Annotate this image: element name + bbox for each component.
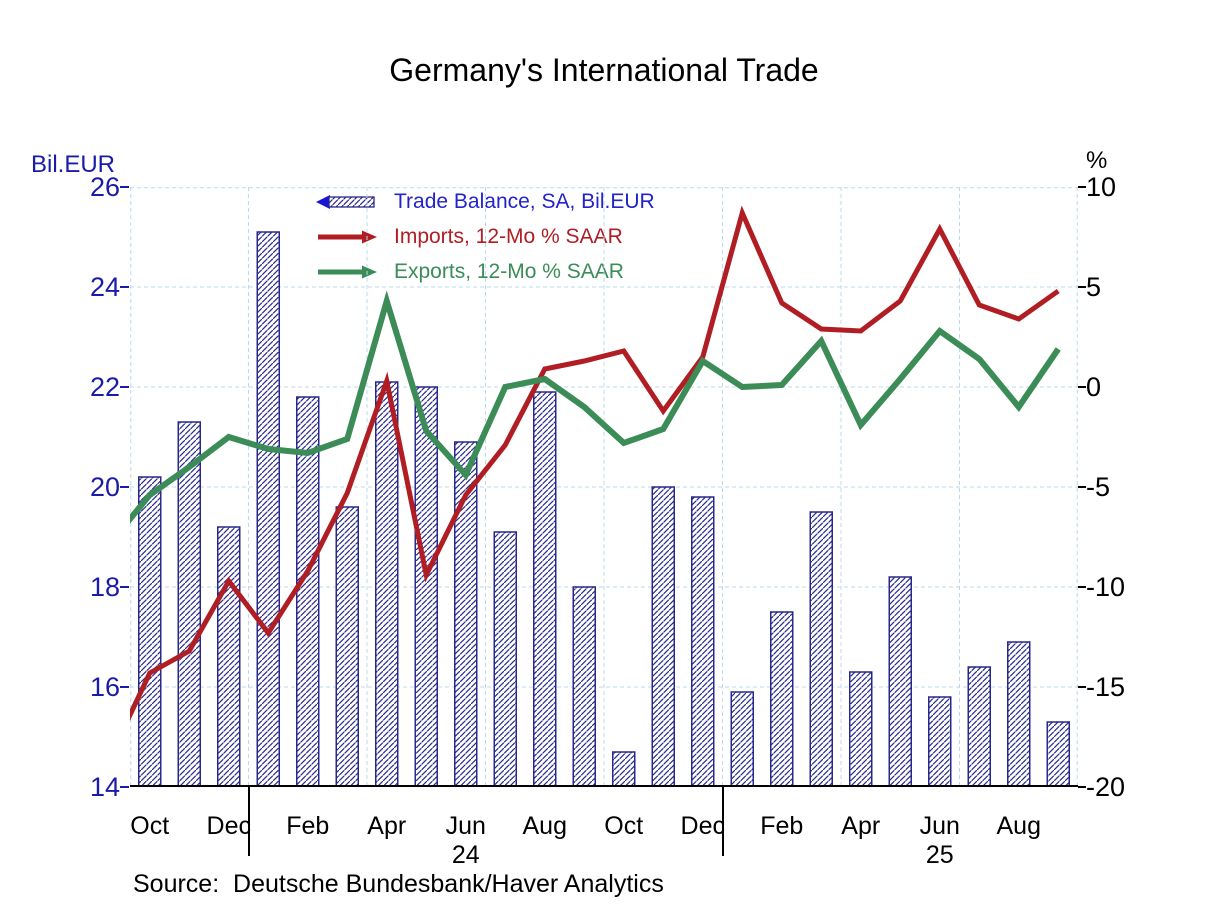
trade-balance-bar xyxy=(691,496,715,787)
right-axis-tick-label: -10 xyxy=(1086,572,1126,602)
right-axis-line-series xyxy=(130,290,1061,524)
left-axis-tick-mark xyxy=(120,486,129,488)
left-axis-tick-mark xyxy=(120,386,129,388)
right-axis-tick-label: 0 xyxy=(1086,372,1102,402)
right-axis-tick-label: -15 xyxy=(1086,672,1126,702)
year-separator-tick xyxy=(721,786,724,856)
trade-balance-bar xyxy=(256,231,280,787)
right-axis-tick-label: -5 xyxy=(1086,472,1111,502)
legend-item-trade-balance: Trade Balance, SA, Bil.EUR xyxy=(316,184,655,219)
right-axis-tick-mark xyxy=(1078,786,1086,788)
source-note: Source: Deutsche Bundesbank/Haver Analyt… xyxy=(133,870,664,898)
trade-balance-bar xyxy=(809,511,833,787)
x-axis-tick-label: Apr xyxy=(841,812,881,840)
left-axis-tick-label: 14 xyxy=(89,772,120,802)
right-axis-tick-mark xyxy=(1078,386,1086,388)
right-axis-tick-label: -20 xyxy=(1086,772,1126,802)
right-axis-tick-mark xyxy=(1078,686,1086,688)
legend-label-exports: Exports, 12-Mo % SAAR xyxy=(394,259,624,283)
left-axis-title: Bil.EUR xyxy=(31,151,116,178)
trade-balance-bar xyxy=(572,586,596,787)
left-axis-tick-label: 22 xyxy=(89,372,120,402)
x-axis-tick-label: Feb xyxy=(760,812,804,840)
trade-balance-bar xyxy=(888,576,912,787)
left-axis-tick-mark xyxy=(120,286,129,288)
right-axis-tick-mark xyxy=(1078,286,1086,288)
left-axis-tick-mark xyxy=(120,686,129,688)
legend-label-trade-balance: Trade Balance, SA, Bil.EUR xyxy=(394,189,655,213)
right-arrow-line-icon xyxy=(318,230,377,243)
year-separator-tick xyxy=(247,786,250,856)
left-axis-tick-label: 16 xyxy=(89,672,120,702)
trade-balance-bar xyxy=(849,671,873,787)
trade-balance-bar xyxy=(1046,721,1070,787)
right-axis-tick-label: 10 xyxy=(1086,172,1117,202)
x-axis-year-label: 25 xyxy=(925,841,954,869)
x-axis-tick-label: Dec xyxy=(680,812,725,840)
plot-canvas xyxy=(130,187,1078,787)
trade-balance-bar xyxy=(612,751,636,787)
right-arrow-line-icon xyxy=(318,265,377,278)
trade-balance-bar xyxy=(414,386,438,787)
left-axis-tick-label: 24 xyxy=(89,272,120,302)
x-axis-year-label: 24 xyxy=(451,841,480,869)
right-axis-tick-mark xyxy=(1078,586,1086,588)
right-axis-tick-label: 5 xyxy=(1086,272,1102,302)
right-axis-tick-mark xyxy=(1078,186,1086,188)
trade-balance-bar xyxy=(651,486,675,787)
left-axis-tick-label: 20 xyxy=(89,472,120,502)
trade-balance-bar xyxy=(177,421,201,787)
right-axis-title: % xyxy=(1086,147,1108,174)
trade-balance-bar xyxy=(335,506,359,787)
trade-balance-bar xyxy=(730,691,754,787)
trade-balance-bar xyxy=(493,531,517,787)
left-axis-tick-label: 18 xyxy=(89,572,120,602)
x-axis-tick-label: Aug xyxy=(522,812,567,840)
right-axis-line-series xyxy=(130,205,1060,721)
left-axis-tick-mark xyxy=(120,186,129,188)
trade-balance-bar xyxy=(928,696,952,787)
left-axis-tick-mark xyxy=(120,586,129,588)
trade-balance-bar xyxy=(770,611,794,787)
x-axis-tick-label: Dec xyxy=(206,812,251,840)
x-axis-tick-label: Oct xyxy=(130,812,170,840)
trade-balance-bar xyxy=(967,666,991,787)
trade-balance-bar xyxy=(533,391,557,787)
trade-balance-bar xyxy=(375,381,399,787)
trade-balance-bar xyxy=(217,526,241,787)
legend-item-imports: Imports, 12-Mo % SAAR xyxy=(316,219,655,254)
right-axis-tick-mark xyxy=(1078,486,1086,488)
plot-area xyxy=(130,187,1078,787)
trade-balance-bar xyxy=(138,476,162,787)
x-axis-tick-label: Feb xyxy=(286,812,330,840)
legend-label-imports: Imports, 12-Mo % SAAR xyxy=(394,224,623,248)
chart-title: Germany's International Trade xyxy=(389,52,819,88)
trade-balance-bar xyxy=(1007,641,1031,787)
x-axis-tick-label: Apr xyxy=(367,812,407,840)
x-axis-tick-label: Jun xyxy=(445,812,486,840)
left-axis-tick-mark xyxy=(120,786,129,788)
x-axis-tick-label: Jun xyxy=(919,812,960,840)
x-axis-tick-label: Oct xyxy=(604,812,644,840)
x-axis-tick-label: Aug xyxy=(996,812,1041,840)
legend-item-exports: Exports, 12-Mo % SAAR xyxy=(316,254,655,289)
left-arrow-hatched-bar-icon xyxy=(316,194,375,209)
legend: Trade Balance, SA, Bil.EUR Imports, 12-M… xyxy=(316,184,655,289)
